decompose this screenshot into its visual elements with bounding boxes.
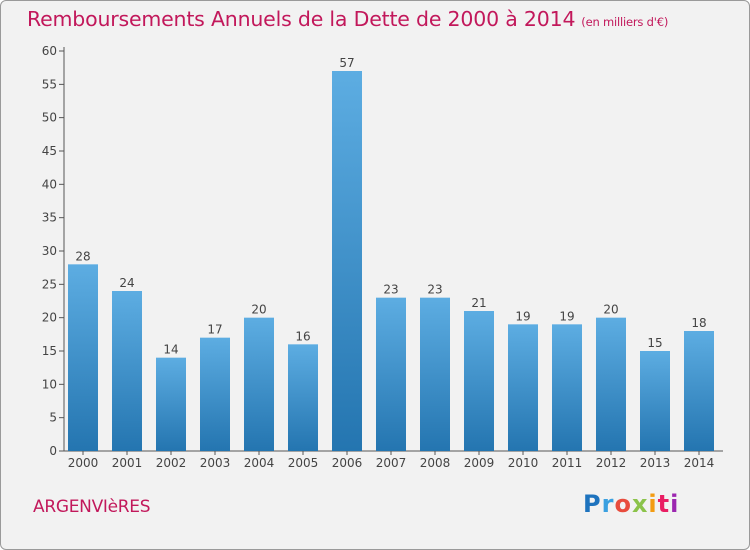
commune-name: ARGENVIèRES — [33, 497, 151, 517]
y-tick-label: 40 — [42, 177, 57, 191]
bar-value-label: 16 — [295, 329, 310, 343]
bar — [112, 291, 142, 451]
y-tick-label: 60 — [42, 44, 57, 58]
bar — [420, 297, 450, 451]
bar — [508, 324, 538, 451]
bar-value-label: 17 — [207, 323, 222, 337]
bar-value-label: 24 — [119, 276, 134, 290]
y-tick-label: 10 — [42, 377, 57, 391]
x-tick-label: 2007 — [376, 456, 407, 470]
x-tick-label: 2014 — [684, 456, 715, 470]
bar — [244, 317, 274, 451]
proxiti-logo: Proxiti — [583, 490, 680, 518]
bar — [596, 317, 626, 451]
x-tick-label: 2006 — [332, 456, 363, 470]
bar-value-label: 20 — [251, 303, 266, 317]
bar-value-label: 20 — [603, 303, 618, 317]
bar — [552, 324, 582, 451]
bar-value-label: 19 — [515, 309, 530, 323]
x-tick-label: 2005 — [288, 456, 319, 470]
x-tick-label: 2004 — [244, 456, 275, 470]
y-tick-label: 20 — [42, 311, 57, 325]
title-text: Remboursements Annuels de la Dette de 20… — [27, 7, 576, 31]
bar-value-label: 14 — [163, 343, 178, 357]
x-tick-label: 2002 — [156, 456, 187, 470]
y-tick-label: 50 — [42, 111, 57, 125]
bar-value-label: 21 — [471, 296, 486, 310]
chart-title: Remboursements Annuels de la Dette de 20… — [27, 7, 668, 31]
bar — [684, 331, 714, 451]
bar — [200, 337, 230, 451]
y-tick-label: 35 — [42, 211, 57, 225]
bar — [640, 351, 670, 451]
x-tick-label: 2013 — [640, 456, 671, 470]
x-tick-label: 2011 — [552, 456, 583, 470]
y-tick-label: 25 — [42, 277, 57, 291]
bar — [68, 264, 98, 451]
chart-bars — [68, 71, 714, 451]
x-tick-label: 2010 — [508, 456, 539, 470]
chart-data-labels: 28 24 14 17 20 16 57 23 23 21 19 19 20 15 18 — [75, 56, 706, 357]
bar — [288, 344, 318, 451]
bar-value-label: 23 — [427, 283, 442, 297]
bar — [332, 71, 362, 451]
title-unit: (en milliers d'€) — [581, 15, 669, 29]
x-tick-label: 2012 — [596, 456, 627, 470]
y-tick-label: 55 — [42, 77, 57, 91]
x-tick-label: 2009 — [464, 456, 495, 470]
bar-value-label: 19 — [559, 309, 574, 323]
bar-value-label: 28 — [75, 249, 90, 263]
x-tick-label: 2003 — [200, 456, 231, 470]
y-tick-label: 5 — [49, 411, 57, 425]
x-tick-label: 2000 — [68, 456, 99, 470]
bar — [156, 357, 186, 451]
x-tick-label: 2008 — [420, 456, 451, 470]
bar — [376, 297, 406, 451]
bar — [464, 311, 494, 451]
y-tick-label: 45 — [42, 144, 57, 158]
y-tick-label: 15 — [42, 344, 57, 358]
y-tick-label: 0 — [49, 444, 57, 458]
chart-axes: 0 5 10 15 20 25 30 35 40 45 50 55 60 2000 2001 2002 2003… — [42, 44, 723, 470]
y-tick-label: 30 — [42, 244, 57, 258]
bar-value-label: 15 — [647, 336, 662, 350]
bar-value-label: 18 — [691, 316, 706, 330]
bar-value-label: 23 — [383, 283, 398, 297]
x-tick-label: 2001 — [112, 456, 143, 470]
bar-value-label: 57 — [339, 56, 354, 70]
